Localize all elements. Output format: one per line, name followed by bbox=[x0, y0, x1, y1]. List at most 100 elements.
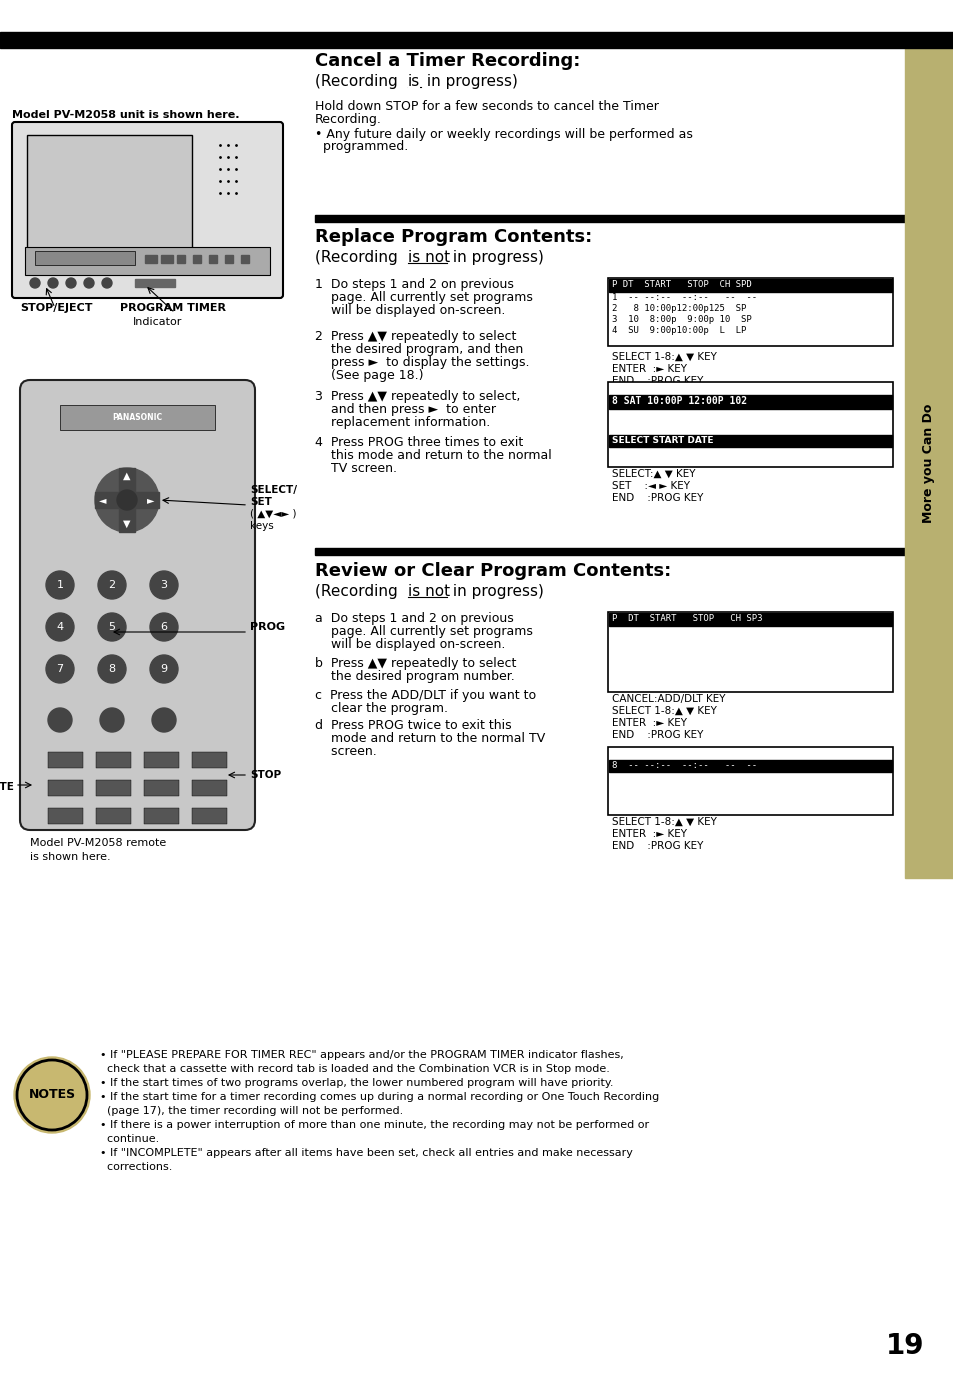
Bar bbox=[161, 255, 172, 264]
Bar bbox=[607, 747, 892, 816]
FancyBboxPatch shape bbox=[20, 380, 254, 829]
Text: ▲: ▲ bbox=[123, 471, 131, 482]
Bar bbox=[144, 809, 179, 824]
Text: Model PV-M2058 remote: Model PV-M2058 remote bbox=[30, 838, 166, 847]
Circle shape bbox=[84, 277, 94, 288]
Circle shape bbox=[150, 571, 178, 599]
Text: END    :PROG KEY: END :PROG KEY bbox=[612, 840, 702, 851]
Text: a  Do steps 1 and 2 on previous: a Do steps 1 and 2 on previous bbox=[314, 611, 514, 625]
Text: CATEGORY:SPORTS              SP: CATEGORY:SPORTS SP bbox=[612, 421, 778, 431]
Text: ENTER  :► KEY: ENTER :► KEY bbox=[612, 829, 686, 839]
Circle shape bbox=[46, 613, 74, 640]
Text: keys: keys bbox=[250, 522, 274, 531]
Text: 3  10  8:00p  9:00p 10  SP: 3 10 8:00p 9:00p 10 SP bbox=[612, 649, 751, 658]
Text: • If there is a power interruption of more than one minute, the recording may no: • If there is a power interruption of mo… bbox=[100, 1121, 648, 1130]
Text: 3  10  8:00p  9:00p 10  SP: 3 10 8:00p 9:00p 10 SP bbox=[612, 784, 751, 793]
Text: 1: 1 bbox=[56, 580, 64, 591]
Text: programmed.: programmed. bbox=[314, 139, 408, 153]
Bar bbox=[35, 251, 135, 265]
Text: ENTER  :► KEY: ENTER :► KEY bbox=[612, 364, 686, 374]
Text: 2   8 10:00p12:00p125  SP: 2 8 10:00p12:00p125 SP bbox=[612, 773, 745, 782]
Text: press ►  to display the settings.: press ► to display the settings. bbox=[314, 356, 529, 368]
Text: • Any future daily or weekly recordings will be performed as: • Any future daily or weekly recordings … bbox=[314, 128, 692, 141]
Text: (Recording: (Recording bbox=[314, 584, 402, 599]
Text: END    :PROG KEY: END :PROG KEY bbox=[612, 730, 702, 740]
Circle shape bbox=[152, 708, 175, 731]
Text: Recording.: Recording. bbox=[314, 113, 381, 126]
Bar bbox=[96, 780, 131, 796]
Text: TV screen.: TV screen. bbox=[314, 462, 396, 475]
Text: (See page 18.): (See page 18.) bbox=[314, 368, 423, 382]
Text: (Recording: (Recording bbox=[314, 75, 402, 88]
Text: SELECT 1-8:▲ ▼ KEY: SELECT 1-8:▲ ▼ KEY bbox=[612, 352, 716, 362]
Bar bbox=[27, 135, 192, 250]
Circle shape bbox=[150, 656, 178, 683]
Bar bbox=[135, 279, 174, 287]
Text: 7: 7 bbox=[56, 664, 64, 673]
Bar bbox=[607, 611, 892, 691]
Text: replacement information.: replacement information. bbox=[314, 415, 490, 429]
Text: 6: 6 bbox=[160, 622, 168, 632]
Text: CANCEL:ADD/DLT KEY: CANCEL:ADD/DLT KEY bbox=[612, 694, 724, 704]
Text: END    :PROG KEY: END :PROG KEY bbox=[612, 493, 702, 502]
Bar bbox=[145, 255, 157, 264]
Text: Replace Program Contents:: Replace Program Contents: bbox=[314, 228, 592, 246]
Text: 2  Press ▲▼ repeatedly to select: 2 Press ▲▼ repeatedly to select bbox=[314, 330, 516, 344]
Circle shape bbox=[102, 277, 112, 288]
Text: in progress): in progress) bbox=[448, 250, 543, 265]
Text: 4: 4 bbox=[56, 622, 64, 632]
Text: P DT  START   STOP  CH SPD: P DT START STOP CH SPD bbox=[612, 280, 751, 288]
Text: is not: is not bbox=[408, 584, 450, 599]
Text: clear the program.: clear the program. bbox=[314, 702, 448, 715]
Text: 2: 2 bbox=[109, 580, 115, 591]
Text: page. All currently set programs: page. All currently set programs bbox=[314, 291, 533, 304]
Bar bbox=[48, 780, 83, 796]
Text: 4  SU  9:00p10:00p  L  LP: 4 SU 9:00p10:00p L LP bbox=[612, 326, 745, 335]
Text: is: is bbox=[408, 75, 420, 88]
Text: check that a cassette with record tab is loaded and the Combination VCR is in St: check that a cassette with record tab is… bbox=[100, 1064, 609, 1074]
Text: 1 day  9:00a12:00a  05  SP: 1 day 9:00a12:00a 05 SP bbox=[612, 627, 751, 636]
Text: DELETE: DELETE bbox=[0, 782, 14, 792]
Text: 2   8 10:00p12:00p125  SP: 2 8 10:00p12:00p125 SP bbox=[612, 304, 745, 313]
Text: 1  Do steps 1 and 2 on previous: 1 Do steps 1 and 2 on previous bbox=[314, 277, 514, 291]
Text: page. All currently set programs: page. All currently set programs bbox=[314, 625, 533, 638]
Text: • If the start times of two programs overlap, the lower numbered program will ha: • If the start times of two programs ove… bbox=[100, 1078, 613, 1087]
Bar bbox=[314, 548, 904, 555]
Text: STOP: STOP bbox=[250, 770, 281, 780]
Text: SET    :◄ ► KEY: SET :◄ ► KEY bbox=[612, 482, 689, 491]
Circle shape bbox=[46, 656, 74, 683]
Text: More you Can Do: More you Can Do bbox=[922, 403, 935, 523]
Text: 3: 3 bbox=[160, 580, 168, 591]
Text: Indicator: Indicator bbox=[132, 317, 182, 327]
Bar bbox=[96, 752, 131, 769]
Text: 5: 5 bbox=[109, 622, 115, 632]
Text: is not: is not bbox=[408, 250, 450, 265]
Text: c  Press the ADD/DLT if you want to: c Press the ADD/DLT if you want to bbox=[314, 689, 536, 702]
Text: • If "PLEASE PREPARE FOR TIMER REC" appears and/or the PROGRAM TIMER indicator f: • If "PLEASE PREPARE FOR TIMER REC" appe… bbox=[100, 1050, 623, 1060]
Bar bbox=[608, 279, 891, 293]
Text: SELECT:▲ ▼ KEY: SELECT:▲ ▼ KEY bbox=[612, 469, 695, 479]
Text: 3  Press ▲▼ repeatedly to select,: 3 Press ▲▼ repeatedly to select, bbox=[314, 391, 519, 403]
Bar bbox=[193, 255, 201, 264]
Text: d  Press PROG twice to exit this: d Press PROG twice to exit this bbox=[314, 719, 511, 731]
Text: PROGRAM TIMER: PROGRAM TIMER bbox=[120, 304, 226, 313]
Text: (Recording: (Recording bbox=[314, 250, 402, 265]
Bar bbox=[608, 435, 891, 447]
Circle shape bbox=[117, 490, 137, 511]
Bar bbox=[25, 247, 270, 275]
Bar bbox=[48, 809, 83, 824]
Text: DATE/#  START    STOP    CH: DATE/# START STOP CH bbox=[612, 384, 757, 393]
Text: corrections.: corrections. bbox=[100, 1162, 172, 1172]
Bar bbox=[119, 468, 135, 533]
Text: Review or Clear Program Contents:: Review or Clear Program Contents: bbox=[314, 562, 671, 580]
Circle shape bbox=[150, 613, 178, 640]
Text: in progress): in progress) bbox=[448, 584, 543, 599]
Text: 8  -- --:--  --:--   --  --: 8 -- --:-- --:-- -- -- bbox=[612, 760, 757, 770]
Text: NOTES: NOTES bbox=[29, 1089, 75, 1101]
Text: mode and return to the normal TV: mode and return to the normal TV bbox=[314, 731, 545, 745]
Text: in progress): in progress) bbox=[421, 75, 517, 88]
Text: END    :PROG KEY: END :PROG KEY bbox=[612, 375, 702, 386]
Text: will be displayed on-screen.: will be displayed on-screen. bbox=[314, 304, 505, 317]
Text: (page 17), the timer recording will not be performed.: (page 17), the timer recording will not … bbox=[100, 1105, 403, 1116]
Text: is shown here.: is shown here. bbox=[30, 851, 111, 862]
